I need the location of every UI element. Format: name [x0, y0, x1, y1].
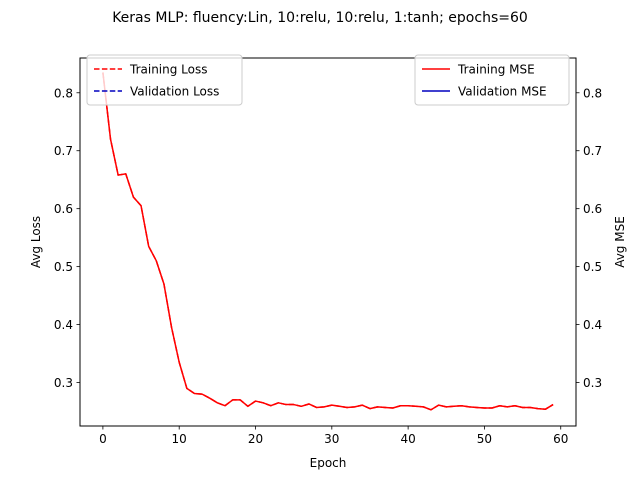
y-tick-label-left: 0.3	[54, 376, 73, 390]
x-tick-label: 50	[477, 432, 492, 446]
legend-label: Training Loss	[129, 63, 207, 77]
y-axis-right: 0.3 0.4 0.5 0.6 0.7 0.8	[576, 86, 602, 390]
legend-label: Validation Loss	[130, 85, 219, 99]
series-line-training-mse	[102, 72, 554, 411]
y-tick-label-right: 0.6	[583, 202, 602, 216]
x-tick-label: 40	[400, 432, 415, 446]
plot-marks	[102, 72, 554, 411]
plot-area-frame	[79, 57, 577, 427]
series-line-training-loss	[102, 72, 554, 411]
y-axis-left: 0.3 0.4 0.5 0.6 0.7 0.8	[54, 86, 80, 390]
chart-title: Keras MLP: fluency:Lin, 10:relu, 10:relu…	[112, 10, 528, 26]
y-axis-label-left: Avg Loss	[29, 216, 43, 268]
x-tick-label: 20	[248, 432, 263, 446]
y-tick-label-right: 0.3	[583, 376, 602, 390]
x-axis: 0 10 20 30 40 50 60	[99, 426, 568, 446]
y-tick-label-right: 0.7	[583, 144, 602, 158]
y-tick-label-left: 0.4	[54, 318, 73, 332]
y-tick-label-left: 0.8	[54, 86, 73, 100]
y-tick-label-right: 0.4	[583, 318, 602, 332]
y-axis-label-right: Avg MSE	[613, 216, 627, 268]
legend-label: Validation MSE	[458, 85, 547, 99]
legend-frame	[414, 54, 570, 106]
x-tick-label: 10	[172, 432, 187, 446]
legend-left: Training Loss Validation Loss	[86, 54, 243, 106]
y-tick-label-left: 0.5	[54, 260, 73, 274]
y-tick-label-right: 0.8	[583, 86, 602, 100]
y-tick-label-left: 0.7	[54, 144, 73, 158]
x-axis-label: Epoch	[310, 456, 347, 470]
x-tick-label: 30	[324, 432, 339, 446]
x-tick-label: 0	[99, 432, 107, 446]
legend-frame	[86, 54, 243, 106]
y-tick-label-left: 0.6	[54, 202, 73, 216]
legend-label: Training MSE	[457, 63, 535, 77]
legend-right: Training MSE Validation MSE	[414, 54, 570, 106]
y-tick-label-right: 0.5	[583, 260, 602, 274]
x-tick-label: 60	[553, 432, 568, 446]
